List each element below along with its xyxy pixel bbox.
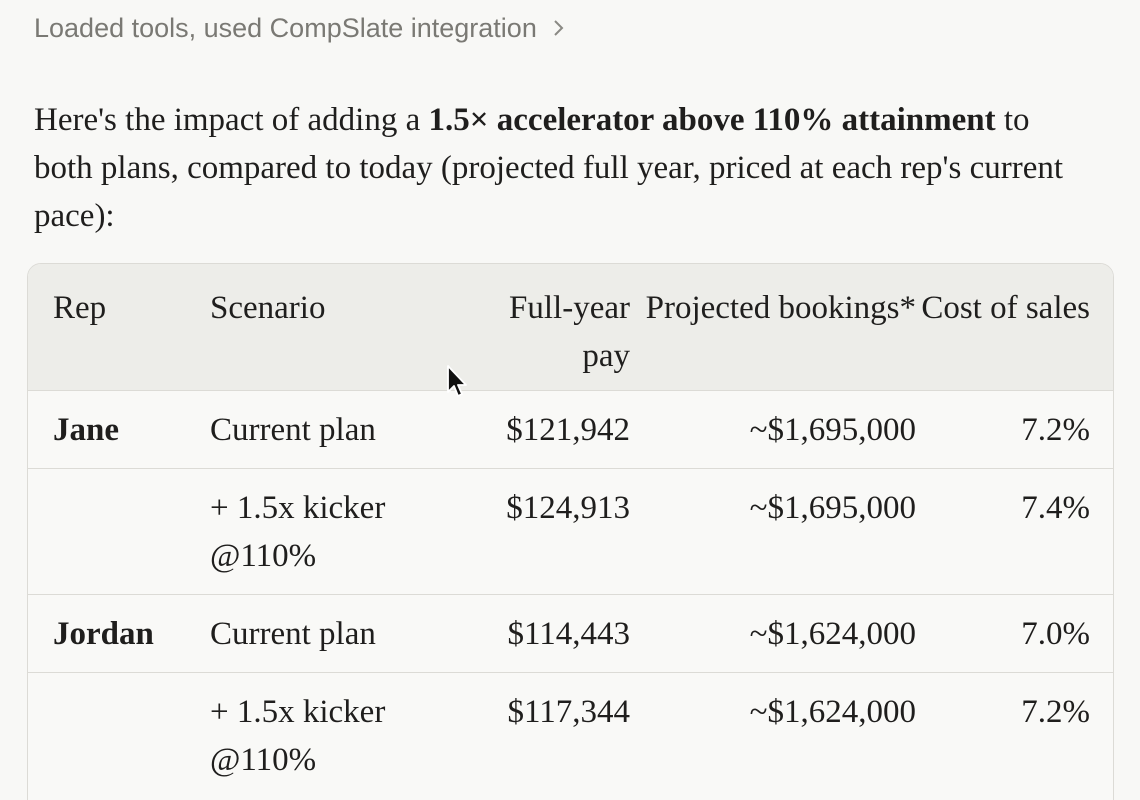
table-row: Jordan Current plan $114,443 ~$1,624,000… (28, 593, 1113, 672)
table-row: + 1.5x kicker @110% $117,344 ~$1,624,000… (28, 671, 1113, 798)
cell-scenario: + 1.5x kicker @110% (210, 467, 456, 594)
cell-pay: $117,344 (456, 671, 630, 798)
chevron-right-icon (553, 18, 565, 38)
tools-disclosure-label: Loaded tools, used CompSlate integration (34, 12, 537, 43)
cell-scenario: Current plan (210, 389, 456, 468)
cell-bookings: ~$1,624,000 (630, 593, 916, 672)
cell-cost: 7.4% (916, 467, 1113, 594)
cell-rep: Jane (28, 389, 210, 468)
table-row: + 1.5x kicker @110% $124,913 ~$1,695,000… (28, 467, 1113, 594)
cell-rep (28, 671, 210, 798)
table-row: Jane Current plan $121,942 ~$1,695,000 7… (28, 389, 1113, 468)
cell-bookings: ~$1,695,000 (630, 389, 916, 468)
header-cost-of-sales: Cost of sales (921, 290, 1090, 326)
header-rep: Rep (53, 290, 107, 326)
intro-prefix: Here's the impact of adding a (34, 102, 429, 138)
cell-pay: $124,913 (456, 467, 630, 594)
header-full-year-pay: Full-year pay (509, 290, 630, 374)
cell-scenario: Current plan (210, 593, 456, 672)
header-projected-bookings: Projected bookings* (645, 290, 916, 326)
cell-rep (28, 467, 210, 594)
tools-disclosure[interactable]: Loaded tools, used CompSlate integration (34, 10, 565, 46)
cell-cost: 7.0% (916, 593, 1113, 672)
cell-scenario: + 1.5x kicker @110% (210, 671, 456, 798)
cell-bookings: ~$1,624,000 (630, 671, 916, 798)
cell-cost: 7.2% (916, 671, 1113, 798)
intro-paragraph: Here's the impact of adding a 1.5× accel… (34, 96, 1094, 240)
cell-pay: $114,443 (456, 593, 630, 672)
header-scenario: Scenario (210, 290, 326, 326)
table-header-row: Rep Scenario Full-year pay Projected boo… (28, 264, 1113, 390)
intro-suffix: to both plans, compared to today (projec… (34, 102, 1064, 234)
cell-cost: 7.2% (916, 389, 1113, 468)
cell-rep: Jordan (28, 593, 210, 672)
intro-bold: 1.5× accelerator above 110% attainment (428, 102, 996, 138)
comparison-table: Rep Scenario Full-year pay Projected boo… (27, 263, 1114, 800)
cell-bookings: ~$1,695,000 (630, 467, 916, 594)
cell-pay: $121,942 (456, 389, 630, 468)
